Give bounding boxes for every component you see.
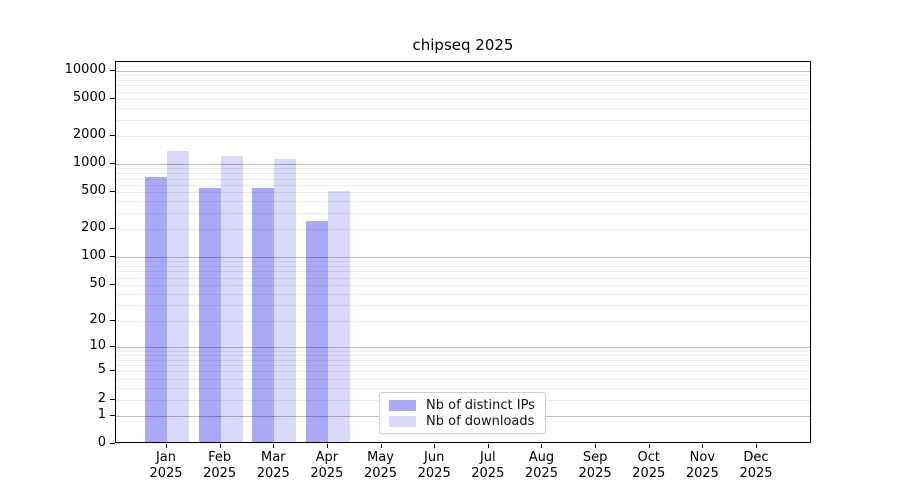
y-axis-label: 1	[97, 406, 106, 422]
bar-distinct-ips-mar	[252, 187, 275, 442]
gridline-minor	[116, 108, 810, 110]
gridline-minor	[116, 91, 810, 93]
bar-downloads-feb	[220, 155, 243, 442]
x-axis-tick	[595, 444, 597, 448]
x-axis-label: Nov 2025	[685, 450, 719, 481]
x-axis-label: Aug 2025	[524, 450, 558, 481]
y-axis-tick	[110, 256, 115, 258]
x-axis-label: Jan 2025	[149, 450, 183, 481]
x-axis-label: Feb 2025	[203, 450, 237, 481]
y-axis-label: 500	[81, 183, 106, 199]
y-axis-tick	[110, 370, 115, 372]
x-axis-tick	[273, 444, 275, 448]
bar-downloads-jan	[167, 150, 189, 442]
x-axis-tick	[219, 444, 221, 448]
y-axis-label: 5000	[72, 90, 106, 106]
y-axis-tick	[110, 70, 115, 71]
x-axis-label: Mar 2025	[256, 450, 290, 481]
bar-downloads-mar	[274, 159, 297, 442]
y-axis-tick	[110, 283, 115, 285]
legend-label-downloads: Nb of downloads	[426, 413, 535, 429]
y-axis-tick	[110, 135, 115, 137]
bar-distinct-ips-apr	[305, 220, 328, 442]
x-axis-tick	[648, 444, 650, 448]
y-axis-tick	[110, 443, 115, 444]
x-axis-tick	[702, 444, 704, 448]
y-axis-label: 200	[81, 220, 106, 236]
y-axis-tick	[110, 191, 115, 193]
y-axis-tick	[110, 414, 115, 416]
legend-item-downloads: Nb of downloads	[389, 414, 536, 429]
x-axis-tick	[166, 444, 167, 448]
legend-label-distinct-ips: Nb of distinct IPs	[426, 397, 535, 413]
legend-swatch-downloads	[389, 415, 416, 427]
y-axis-label: 10	[89, 337, 106, 353]
y-axis-tick	[110, 319, 115, 321]
chart-title: chipseq 2025	[412, 36, 514, 54]
x-axis-tick	[541, 444, 543, 448]
legend-swatch-distinct-ips	[389, 399, 416, 411]
x-axis-tick	[434, 444, 436, 448]
y-axis-tick	[110, 398, 115, 400]
y-axis-label: 50	[89, 275, 106, 291]
x-axis-tick	[326, 444, 328, 448]
gridline-minor	[116, 80, 810, 82]
x-axis-label: Dec 2025	[739, 450, 773, 481]
x-axis-label: May 2025	[363, 450, 398, 481]
gridline-minor	[116, 136, 810, 138]
gridline-minor	[116, 99, 810, 101]
gridline-minor	[116, 75, 810, 77]
x-axis-label: Jun 2025	[417, 450, 451, 481]
x-axis-tick	[380, 444, 382, 448]
y-axis-label: 2	[97, 390, 106, 406]
y-axis-label: 1000	[72, 155, 106, 171]
x-axis-tick	[487, 444, 489, 448]
y-axis-tick	[110, 98, 115, 100]
x-axis-label: Jul 2025	[471, 450, 505, 481]
y-axis-tick	[110, 345, 115, 347]
bar-distinct-ips-jan	[145, 176, 167, 442]
x-axis-label: Sep 2025	[578, 450, 612, 481]
gridline-major	[116, 71, 810, 72]
y-axis-label: 100	[81, 248, 106, 264]
gridline-minor	[116, 85, 810, 87]
y-axis-label: 20	[89, 311, 106, 327]
y-axis-label: 2000	[72, 127, 106, 143]
plot-area	[115, 61, 811, 443]
gridline-minor	[116, 119, 810, 121]
y-axis-label: 5	[97, 362, 106, 378]
x-axis-label: Apr 2025	[310, 450, 344, 481]
y-axis-label: 0	[97, 435, 106, 450]
legend-item-distinct-ips: Nb of distinct IPs	[389, 398, 536, 413]
x-axis-label: Oct 2025	[632, 450, 666, 481]
bar-distinct-ips-feb	[198, 187, 221, 442]
y-axis-tick	[110, 228, 115, 230]
y-axis-label: 10000	[64, 62, 106, 77]
y-axis-tick	[110, 163, 115, 165]
legend: Nb of distinct IPs Nb of downloads	[379, 392, 546, 434]
bar-downloads-apr	[327, 191, 350, 442]
x-axis-tick	[755, 444, 757, 448]
